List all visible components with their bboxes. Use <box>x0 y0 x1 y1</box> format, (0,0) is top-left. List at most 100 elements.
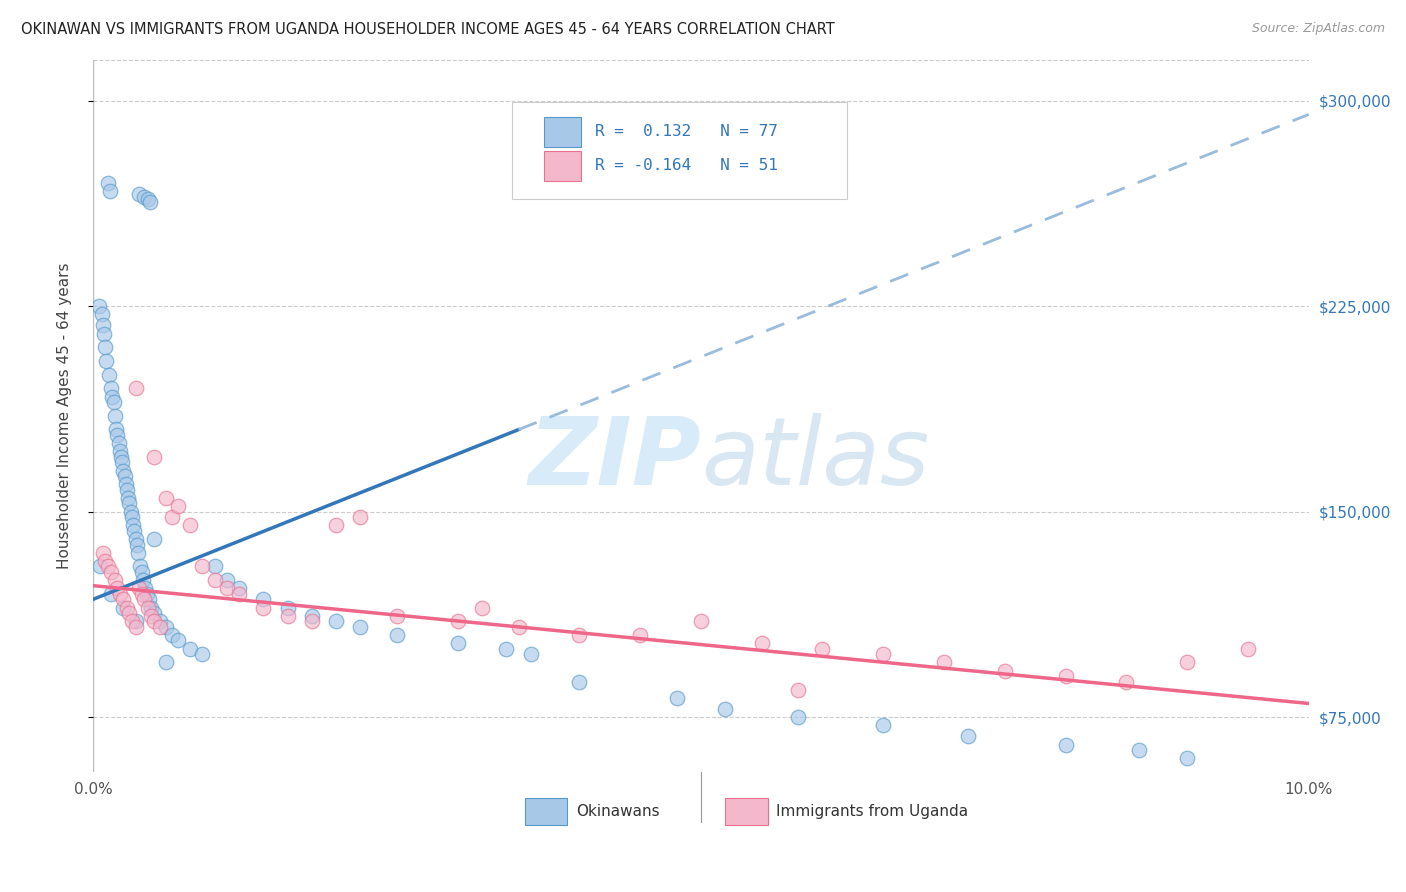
Point <box>103 395 125 409</box>
Point <box>104 573 127 587</box>
Point <box>93 326 115 341</box>
Point <box>105 428 128 442</box>
Point <box>495 641 517 656</box>
Bar <box>524 798 567 825</box>
Point <box>132 573 155 587</box>
FancyBboxPatch shape <box>512 103 846 199</box>
Point <box>568 628 591 642</box>
Point <box>191 647 214 661</box>
Point <box>349 510 371 524</box>
Point <box>447 614 470 628</box>
Point <box>568 674 591 689</box>
Point <box>97 368 120 382</box>
Point <box>139 195 162 210</box>
Point <box>155 656 177 670</box>
Point <box>94 554 117 568</box>
Point <box>811 641 834 656</box>
Point <box>149 620 172 634</box>
Point <box>132 189 155 203</box>
Point <box>160 510 183 524</box>
Point <box>128 186 150 201</box>
Point <box>94 340 117 354</box>
Point <box>665 691 688 706</box>
Point <box>112 592 135 607</box>
Bar <box>544 151 581 181</box>
Point <box>118 606 141 620</box>
Point <box>1175 656 1198 670</box>
Point <box>117 491 139 505</box>
Point <box>690 614 713 628</box>
Point <box>1115 674 1137 689</box>
Point <box>349 620 371 634</box>
Point <box>215 573 238 587</box>
Point <box>107 436 129 450</box>
Point <box>98 184 121 198</box>
Point <box>87 299 110 313</box>
Point <box>110 450 132 464</box>
Point <box>142 614 165 628</box>
Point <box>105 422 128 436</box>
Point <box>301 608 323 623</box>
Point <box>142 532 165 546</box>
Point <box>115 600 138 615</box>
Point <box>179 518 201 533</box>
Point <box>108 444 131 458</box>
Point <box>118 496 141 510</box>
Point <box>447 636 470 650</box>
Point <box>714 702 737 716</box>
Point <box>124 532 146 546</box>
Point <box>91 318 114 333</box>
Point <box>129 559 152 574</box>
Point <box>167 499 190 513</box>
Point <box>112 464 135 478</box>
Point <box>167 633 190 648</box>
Point <box>124 620 146 634</box>
Point <box>471 600 494 615</box>
Point <box>325 518 347 533</box>
Point <box>96 354 118 368</box>
Text: R =  0.132   N = 77: R = 0.132 N = 77 <box>595 124 778 139</box>
Point <box>215 582 238 596</box>
Point <box>787 710 810 724</box>
Point <box>508 620 530 634</box>
Point <box>932 656 955 670</box>
Point <box>111 455 134 469</box>
Point <box>101 390 124 404</box>
Point <box>872 647 894 661</box>
Point <box>228 587 250 601</box>
Text: Okinawans: Okinawans <box>575 805 659 820</box>
Point <box>91 546 114 560</box>
Point <box>160 628 183 642</box>
Point <box>277 600 299 615</box>
Point <box>108 587 131 601</box>
Point <box>141 600 163 615</box>
Point <box>105 582 128 596</box>
Point <box>787 682 810 697</box>
Point <box>134 582 156 596</box>
Point <box>204 559 226 574</box>
Point <box>100 565 122 579</box>
Point <box>228 582 250 596</box>
Point <box>155 491 177 505</box>
Point <box>149 614 172 628</box>
Point <box>132 592 155 607</box>
Text: Immigrants from Uganda: Immigrants from Uganda <box>776 805 969 820</box>
Point <box>994 664 1017 678</box>
Point <box>127 546 149 560</box>
Text: R = -0.164   N = 51: R = -0.164 N = 51 <box>595 158 778 173</box>
Point <box>115 483 138 497</box>
Bar <box>725 798 768 825</box>
Point <box>115 477 138 491</box>
Text: atlas: atlas <box>702 413 929 504</box>
Point <box>114 469 136 483</box>
Point <box>104 409 127 423</box>
Point <box>124 614 146 628</box>
Point <box>124 381 146 395</box>
Point <box>138 592 160 607</box>
Point <box>179 641 201 656</box>
Point <box>90 307 112 321</box>
Point <box>1054 738 1077 752</box>
Point <box>1175 751 1198 765</box>
Point <box>97 559 120 574</box>
Point <box>125 537 148 551</box>
